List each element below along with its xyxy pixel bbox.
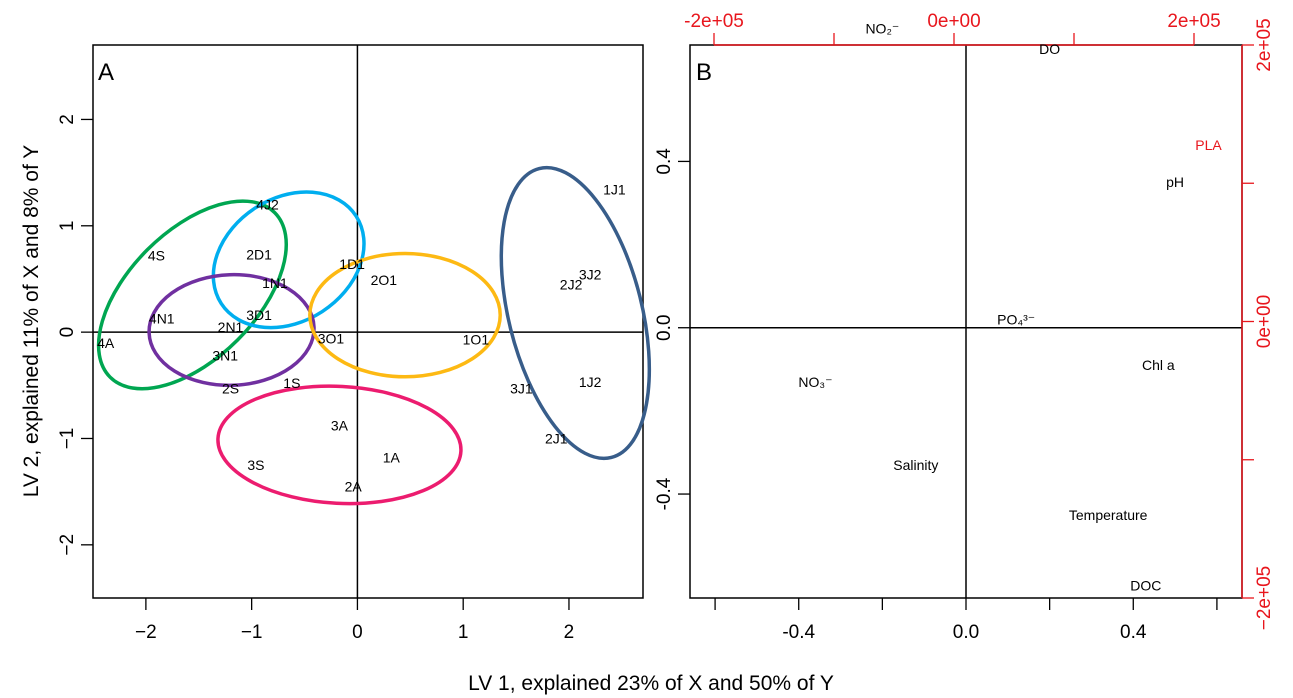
panel-a-point-label: 3J2: [579, 267, 602, 283]
panel-b-y-tick-label: 0.4: [654, 148, 675, 175]
panel-b-variable-label: Chl a: [1142, 357, 1175, 373]
panel-a-group-ellipse: [211, 190, 366, 330]
panel-a-point-label: 4A: [97, 335, 115, 351]
panel-b-x-tick-label: 0.0: [953, 622, 979, 643]
panel-a-point-label: 4S: [148, 248, 165, 264]
panel-b-right-axis-label: −2e+05: [1254, 566, 1275, 630]
panel-b-right-axis-label: 2e+05: [1254, 18, 1275, 71]
panel-a-point-label: 3S: [247, 457, 264, 473]
panel-a-point-label: 3J1: [510, 380, 533, 396]
panel-a-point-label: 4N1: [149, 310, 175, 326]
panel-a-group-ellipse: [499, 165, 652, 461]
panel-b-top-axis-label: 0e+00: [927, 11, 980, 32]
x-axis-title: LV 1, explained 23% of X and 50% of Y: [468, 672, 834, 695]
panel-b-variable-label: Temperature: [1069, 507, 1148, 523]
panel-a-x-tick-label: 0: [352, 622, 363, 643]
panel-a-point-label: 3N1: [212, 348, 238, 364]
panel-a-y-tick-label: 1: [57, 220, 78, 231]
panel-b-x-tick-label: -0.4: [782, 622, 815, 643]
panel-b-label: B: [696, 59, 712, 86]
panel-a-point-label: 2J2: [560, 276, 583, 292]
panel-a-point-label: 2A: [345, 478, 363, 494]
panel-b: -0.4 0.0 0.4 -0.4 0.0 0.4 -2e+05 0e+00 2e+05 −2e+…: [654, 11, 1275, 643]
panel-b-variable-label: NO₂⁻: [865, 20, 899, 36]
panel-a-point-label: 4J2: [256, 197, 279, 213]
panel-b-variable-label: Salinity: [893, 457, 938, 473]
panel-b-y-tick-label: -0.4: [654, 477, 675, 510]
panel-a-y-tick-label: 0: [57, 327, 78, 338]
panel-b-right-axis-label: 0e+00: [1254, 295, 1275, 348]
panel-a-x-tick-label: 2: [564, 622, 575, 643]
panel-a-x-tick-label: −2: [135, 622, 157, 643]
panel-a-point-label: 2N1: [218, 319, 244, 335]
panel-a-point-label: 2O1: [371, 272, 398, 288]
y-axis-title: LV 2, explained 11% of X and 8% of Y: [20, 145, 43, 498]
panel-a-point-label: 1D1: [339, 256, 365, 272]
panel-a-point-label: 1O1: [463, 332, 490, 348]
panel-a-label: A: [98, 59, 114, 86]
panel-a-group-ellipse: [308, 251, 502, 379]
panel-a-y-tick-label: 2: [57, 114, 78, 125]
panel-a-group-ellipse: [96, 199, 289, 391]
panel-a-x-tick-label: −1: [241, 622, 263, 643]
panel-a-point-label: 1N1: [262, 275, 288, 291]
panel-a-point-label: 1J1: [603, 182, 626, 198]
panel-b-variable-label: DOC: [1130, 578, 1161, 594]
panel-a-point-label: 1S: [283, 375, 300, 391]
panel-b-variable-label: NO₃⁻: [798, 374, 832, 390]
panel-b-y-tick-label: 0.0: [654, 315, 675, 341]
panel-a-point-label: 3D1: [246, 307, 272, 323]
panel-a-frame: [92, 44, 644, 599]
panel-b-top-axis-label: 2e+05: [1167, 11, 1220, 32]
panel-a-group-ellipse: [147, 272, 316, 388]
panel-b-variable-label: PO₄³⁻: [997, 311, 1035, 327]
panel-b-variable-label: pH: [1166, 174, 1184, 190]
panel-a-y-tick-label: −2: [57, 534, 78, 556]
panel-b-variable-label: PLA: [1195, 137, 1222, 153]
panel-a-group-ellipse: [216, 384, 463, 506]
panel-a-point-label: 2D1: [246, 247, 272, 263]
panel-b-variable-label: DO: [1039, 41, 1060, 57]
panel-a-point-label: 2S: [222, 380, 239, 396]
panel-a-y-tick-label: −1: [57, 428, 78, 450]
panel-a-x-tick-label: 1: [458, 622, 469, 643]
panel-a-point-label: 1A: [383, 450, 401, 466]
panel-a-point-label: 3O1: [318, 331, 345, 347]
panel-b-top-axis-label: -2e+05: [684, 11, 744, 32]
panel-b-x-tick-label: 0.4: [1120, 622, 1147, 643]
panel-a-point-label: 3A: [331, 418, 349, 434]
panel-a-point-label: 2J1: [545, 430, 568, 446]
panel-a-point-label: 1J2: [579, 374, 602, 390]
